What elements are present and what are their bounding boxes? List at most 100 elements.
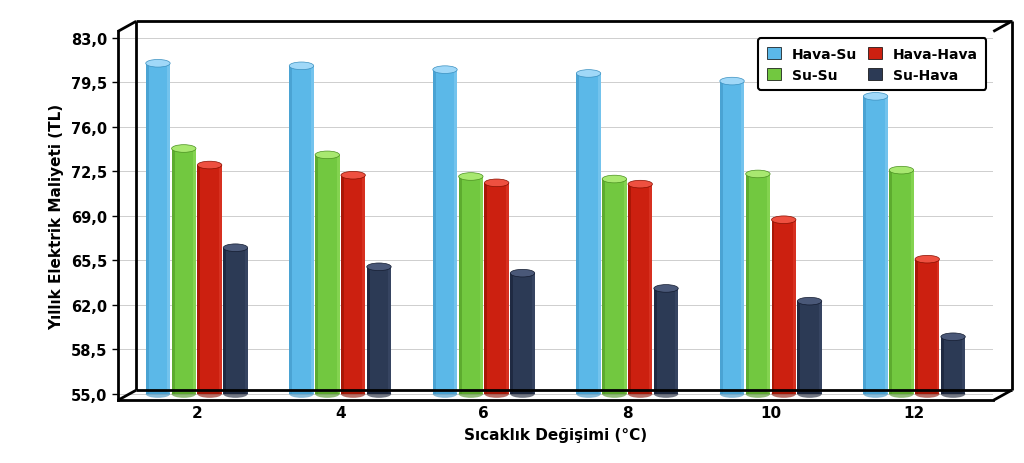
Bar [910, 171, 913, 394]
Ellipse shape [289, 63, 313, 70]
Bar [341, 176, 366, 394]
Bar [628, 185, 652, 394]
Ellipse shape [654, 390, 678, 398]
Ellipse shape [798, 298, 822, 305]
Ellipse shape [223, 390, 248, 398]
Ellipse shape [889, 390, 913, 398]
Bar [863, 97, 866, 394]
Bar [315, 156, 318, 394]
Bar [915, 260, 918, 394]
Ellipse shape [433, 67, 457, 74]
Bar [433, 70, 436, 394]
Ellipse shape [771, 390, 796, 398]
Bar [863, 97, 888, 394]
Ellipse shape [577, 70, 601, 78]
Ellipse shape [510, 270, 535, 277]
Bar [245, 248, 248, 394]
Ellipse shape [602, 176, 627, 183]
Bar [624, 180, 627, 394]
Bar [720, 82, 744, 394]
Bar [172, 149, 174, 394]
Bar [198, 166, 201, 394]
Bar [367, 267, 391, 394]
Ellipse shape [341, 390, 366, 398]
Bar [459, 177, 483, 394]
Bar [145, 64, 148, 394]
Ellipse shape [798, 390, 822, 398]
Bar [602, 180, 627, 394]
Bar [315, 156, 340, 394]
Y-axis label: Yıllık Elektrik Maliyeti (TL): Yıllık Elektrik Maliyeti (TL) [49, 104, 65, 329]
Bar [484, 183, 487, 394]
Bar [937, 260, 939, 394]
Bar [649, 185, 652, 394]
Bar [459, 177, 462, 394]
Bar [167, 64, 170, 394]
Ellipse shape [720, 390, 744, 398]
Ellipse shape [223, 244, 248, 252]
Bar [455, 70, 457, 394]
Ellipse shape [367, 390, 391, 398]
Bar [720, 82, 723, 394]
Bar [172, 149, 196, 394]
Bar [889, 171, 892, 394]
Ellipse shape [145, 60, 170, 68]
Bar [367, 267, 370, 394]
Ellipse shape [745, 171, 770, 178]
Ellipse shape [289, 390, 313, 398]
Ellipse shape [577, 390, 601, 398]
Bar [198, 166, 222, 394]
Bar [889, 171, 913, 394]
Ellipse shape [198, 390, 222, 398]
Bar [506, 183, 509, 394]
Bar [310, 67, 313, 394]
Bar [510, 274, 535, 394]
Ellipse shape [315, 152, 340, 159]
Ellipse shape [628, 390, 652, 398]
Ellipse shape [367, 263, 391, 271]
Ellipse shape [863, 94, 888, 101]
Ellipse shape [771, 216, 796, 224]
Bar [598, 74, 601, 394]
Ellipse shape [459, 173, 483, 181]
Bar [531, 274, 535, 394]
Bar [577, 74, 601, 394]
Bar [963, 337, 966, 394]
Bar [388, 267, 391, 394]
Bar [915, 260, 939, 394]
Bar [219, 166, 222, 394]
Bar [654, 289, 656, 394]
Bar [362, 176, 366, 394]
Bar [289, 67, 313, 394]
Bar [793, 220, 796, 394]
Ellipse shape [315, 390, 340, 398]
Ellipse shape [720, 78, 744, 86]
Bar [654, 289, 678, 394]
Ellipse shape [915, 256, 939, 263]
Ellipse shape [863, 390, 888, 398]
Bar [223, 248, 248, 394]
Legend: Hava-Su, Su-Su, Hava-Hava, Su-Hava: Hava-Su, Su-Su, Hava-Hava, Su-Hava [759, 39, 986, 91]
Bar [741, 82, 744, 394]
Ellipse shape [484, 180, 509, 187]
Ellipse shape [889, 167, 913, 175]
Bar [798, 301, 801, 394]
Bar [337, 156, 340, 394]
Bar [675, 289, 678, 394]
Bar [577, 74, 580, 394]
Bar [745, 175, 749, 394]
Bar [194, 149, 196, 394]
Ellipse shape [484, 390, 509, 398]
Bar [602, 180, 605, 394]
Bar [145, 64, 170, 394]
Ellipse shape [510, 390, 535, 398]
Bar [767, 175, 770, 394]
Bar [341, 176, 344, 394]
X-axis label: Sıcaklık Değişimi (°C): Sıcaklık Değişimi (°C) [464, 427, 647, 442]
Ellipse shape [941, 390, 966, 398]
Ellipse shape [745, 390, 770, 398]
Ellipse shape [433, 390, 457, 398]
Ellipse shape [459, 390, 483, 398]
Bar [771, 220, 796, 394]
Ellipse shape [941, 333, 966, 341]
